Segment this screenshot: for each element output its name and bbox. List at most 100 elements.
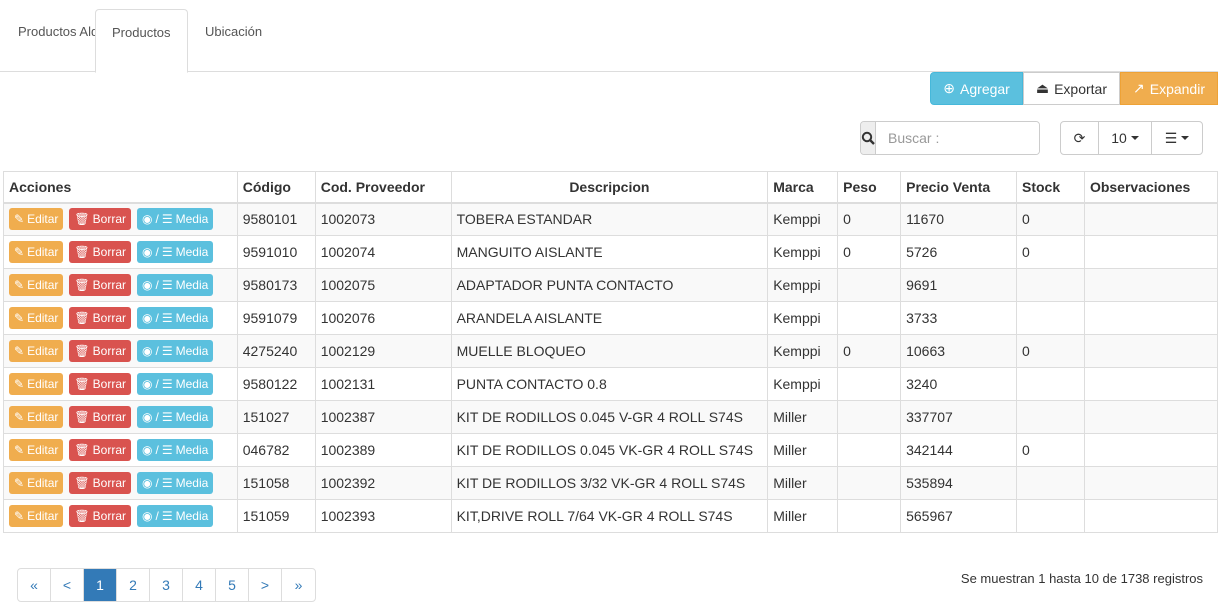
media-button[interactable]: ◉ / ☰ Media (137, 439, 214, 461)
cell-weight: 0 (837, 202, 902, 236)
table-row: ✎ Editar 🗑 Borrar ◉ / ☰ Media 9580101 1002073 TOBE… (3, 202, 1219, 236)
edit-label: Editar (27, 443, 59, 457)
delete-label: Borrar (92, 443, 126, 457)
table-row: ✎ Editar 🗑 Borrar ◉ / ☰ Media 151058 1002392 KIT D… (3, 466, 1219, 500)
list-icon: ☰ (161, 476, 173, 490)
cell-code: 9591010 (236, 235, 316, 269)
page-link[interactable]: > (249, 569, 282, 601)
column-header[interactable]: Código (236, 171, 316, 204)
edit-button[interactable]: ✎ Editar (9, 340, 64, 362)
edit-button[interactable]: ✎ Editar (9, 406, 64, 428)
media-button[interactable]: ◉ / ☰ Media (137, 274, 214, 296)
edit-button[interactable]: ✎ Editar (9, 274, 64, 296)
column-header[interactable]: Descripcion (450, 171, 769, 204)
media-button[interactable]: ◉ / ☰ Media (137, 307, 214, 329)
delete-button[interactable]: 🗑 Borrar (69, 274, 131, 296)
edit-icon: ✎ (14, 278, 25, 292)
cell-brand: Kemppi (767, 202, 839, 236)
cell-description: KIT DE RODILLOS 3/32 VK-GR 4 ROLL S74S (450, 466, 769, 500)
export-button[interactable]: ⏏ Exportar (1022, 72, 1120, 105)
cell-weight: 0 (837, 334, 902, 368)
delete-button[interactable]: 🗑 Borrar (69, 208, 131, 231)
tab-productos[interactable]: Productos (95, 9, 188, 73)
cell-weight (837, 400, 902, 434)
delete-button[interactable]: 🗑 Borrar (69, 241, 131, 263)
edit-label: Editar (27, 245, 59, 259)
cell-brand: Miller (767, 499, 839, 533)
cell-supplier-code: 1002131 (314, 367, 452, 401)
media-button[interactable]: ◉ / ☰ Media (137, 505, 214, 527)
add-button[interactable]: ⊕ Agregar (930, 72, 1023, 105)
edit-button[interactable]: ✎ Editar (9, 439, 64, 461)
column-header[interactable]: Cod. Proveedor (314, 171, 452, 204)
media-label: Media (175, 410, 209, 424)
tab-ubicacion[interactable]: Ubicación (205, 24, 263, 39)
edit-label: Editar (27, 212, 59, 227)
edit-button[interactable]: ✎ Editar (9, 307, 64, 329)
media-separator: / (155, 212, 159, 227)
page-link[interactable]: » (294, 577, 303, 593)
cell-brand: Kemppi (767, 235, 839, 269)
cell-price: 3240 (900, 367, 1017, 401)
edit-label: Editar (27, 311, 59, 325)
page-link[interactable]: 1 (84, 569, 117, 601)
media-button[interactable]: ◉ / ☰ Media (137, 340, 214, 362)
camera-icon: ◉ (142, 443, 153, 457)
column-header[interactable]: Acciones (3, 171, 238, 204)
edit-label: Editar (27, 509, 59, 523)
edit-button[interactable]: ✎ Editar (9, 505, 64, 527)
column-header[interactable]: Stock (1016, 171, 1085, 204)
cell-notes (1083, 334, 1219, 368)
edit-button[interactable]: ✎ Editar (9, 373, 64, 395)
columns-dropdown[interactable]: ☰ (1152, 122, 1202, 154)
table-row: ✎ Editar 🗑 Borrar ◉ / ☰ Media 151027 1002387 KIT D… (3, 400, 1219, 434)
page-size-dropdown[interactable]: 10 (1099, 122, 1152, 154)
delete-label: Borrar (92, 278, 126, 292)
search-input[interactable] (876, 122, 1039, 154)
cell-description: ARANDELA AISLANTE (450, 301, 769, 335)
camera-icon: ◉ (142, 311, 153, 325)
page-link[interactable]: 3 (150, 569, 183, 601)
delete-label: Borrar (92, 344, 126, 358)
edit-button[interactable]: ✎ Editar (9, 241, 64, 263)
edit-button[interactable]: ✎ Editar (9, 208, 64, 231)
actions-cell: ✎ Editar 🗑 Borrar ◉ / ☰ Media (3, 202, 238, 236)
delete-button[interactable]: 🗑 Borrar (69, 307, 131, 329)
delete-button[interactable]: 🗑 Borrar (69, 406, 131, 428)
edit-button[interactable]: ✎ Editar (9, 472, 64, 494)
column-header[interactable]: Peso (837, 171, 902, 204)
refresh-button[interactable]: ⟳ (1061, 122, 1099, 154)
expand-button[interactable]: ↗ Expandir (1120, 72, 1218, 105)
column-header[interactable]: Observaciones (1083, 171, 1219, 204)
cell-price: 3733 (900, 301, 1017, 335)
page-link[interactable]: 5 (216, 569, 249, 601)
cell-price: 11670 (900, 202, 1017, 236)
cell-notes (1083, 268, 1219, 302)
media-button[interactable]: ◉ / ☰ Media (137, 373, 214, 395)
delete-button[interactable]: 🗑 Borrar (69, 439, 131, 461)
column-header[interactable]: Marca (767, 171, 839, 204)
media-button[interactable]: ◉ / ☰ Media (137, 208, 214, 231)
media-separator: / (155, 245, 159, 259)
delete-button[interactable]: 🗑 Borrar (69, 373, 131, 395)
cell-brand: Miller (767, 466, 839, 500)
media-separator: / (155, 509, 159, 523)
delete-button[interactable]: 🗑 Borrar (69, 472, 131, 494)
delete-button[interactable]: 🗑 Borrar (69, 505, 131, 527)
delete-label: Borrar (92, 311, 126, 325)
page-link[interactable]: 4 (183, 569, 216, 601)
column-header[interactable]: Precio Venta (900, 171, 1017, 204)
cell-stock: 0 (1016, 202, 1085, 236)
records-info: Se muestran 1 hasta 10 de 1738 registros (960, 571, 1203, 586)
page-link[interactable]: < (51, 569, 84, 601)
delete-button[interactable]: 🗑 Borrar (69, 340, 131, 362)
actions-cell: ✎ Editar 🗑 Borrar ◉ / ☰ Media (3, 334, 238, 368)
media-button[interactable]: ◉ / ☰ Media (137, 241, 214, 263)
page-link[interactable]: « (18, 569, 51, 601)
cell-stock (1016, 301, 1085, 335)
caret-down-icon (1130, 136, 1139, 140)
cell-stock (1016, 367, 1085, 401)
page-link[interactable]: 2 (117, 569, 150, 601)
media-button[interactable]: ◉ / ☰ Media (137, 406, 214, 428)
media-button[interactable]: ◉ / ☰ Media (137, 472, 214, 494)
